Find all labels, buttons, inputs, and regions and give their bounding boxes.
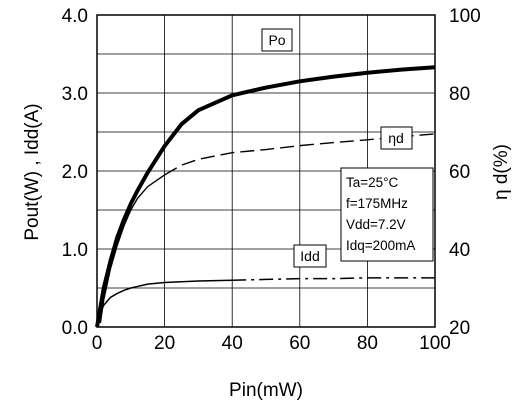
series-idd-line-solid <box>96 279 233 324</box>
x-tick-label-20: 20 <box>154 333 175 354</box>
y-left-axis-title: Pout(W) , Idd(A) <box>22 103 43 240</box>
condition-idq: Idq=200mA <box>346 238 415 253</box>
idd-label-box <box>293 244 327 268</box>
conditions-box-frame <box>340 167 434 262</box>
condition-frequency: f=175MHz <box>346 196 408 211</box>
y-left-tick-label-1.0: 1.0 <box>62 240 88 261</box>
x-tick-label-40: 40 <box>222 333 243 354</box>
x-tick-label-80: 80 <box>357 333 378 354</box>
y-left-tick-label-4.0: 4.0 <box>62 6 88 27</box>
condition-temperature: Ta=25°C <box>346 175 399 190</box>
y-right-axis-title: η d(%) <box>491 144 512 200</box>
series-idd-line-dashdot <box>232 277 435 281</box>
eta-label: ηd <box>380 126 413 150</box>
y-right-tick-label-100: 100 <box>449 6 481 27</box>
y-right-tick-label-60: 60 <box>449 162 470 183</box>
eta-label-box <box>380 126 413 150</box>
series-po-line <box>95 65 436 328</box>
x-tick-label-60: 60 <box>289 333 310 354</box>
conditions-box: Ta=25°C f=175MHz Vdd=7.2V Idq=200mA <box>340 167 434 262</box>
y-right-tick-label-20: 20 <box>449 318 470 339</box>
po-label-text: Po <box>268 32 285 48</box>
idd-label: Idd <box>293 244 327 268</box>
tick-labels: 0 20 40 60 80 100 0.0 1.0 2.0 3.0 4.0 20 40 60 80 100 <box>62 6 481 354</box>
po-label-box <box>261 28 293 52</box>
y-left-tick-label-3.0: 3.0 <box>62 84 88 105</box>
idd-label-text: Idd <box>300 248 319 264</box>
eta-label-text: ηd <box>388 130 404 146</box>
y-left-tick-label-2.0: 2.0 <box>62 162 88 183</box>
x-axis-title: Pin(mW) <box>229 380 303 401</box>
y-left-tick-label-0.0: 0.0 <box>62 318 88 339</box>
series-eta-line-solid <box>99 174 165 324</box>
po-label: Po <box>261 28 293 52</box>
y-right-tick-label-80: 80 <box>449 84 470 105</box>
x-tick-label-100: 100 <box>419 333 451 354</box>
condition-vdd: Vdd=7.2V <box>346 217 406 232</box>
x-tick-label-0: 0 <box>92 333 103 354</box>
y-right-tick-label-40: 40 <box>449 240 470 261</box>
plot-frame <box>96 14 436 328</box>
